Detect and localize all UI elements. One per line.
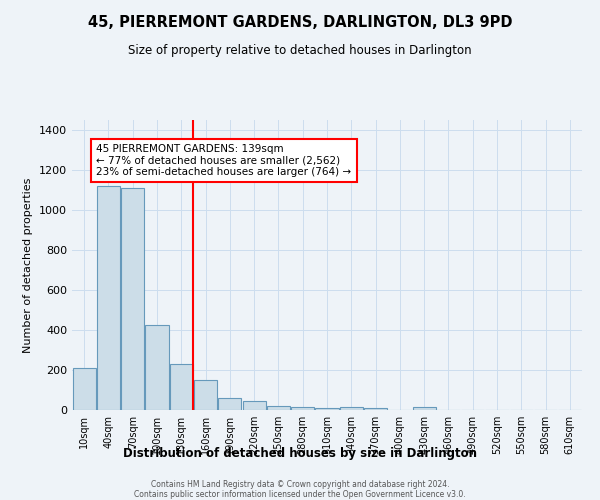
Text: 45 PIERREMONT GARDENS: 139sqm
← 77% of detached houses are smaller (2,562)
23% o: 45 PIERREMONT GARDENS: 139sqm ← 77% of d… bbox=[96, 144, 352, 177]
Bar bbox=[218, 398, 241, 410]
Bar bbox=[364, 408, 387, 410]
Bar bbox=[340, 407, 363, 410]
Bar bbox=[413, 408, 436, 410]
Text: 45, PIERREMONT GARDENS, DARLINGTON, DL3 9PD: 45, PIERREMONT GARDENS, DARLINGTON, DL3 … bbox=[88, 15, 512, 30]
Bar bbox=[145, 325, 169, 410]
Text: Distribution of detached houses by size in Darlington: Distribution of detached houses by size … bbox=[123, 448, 477, 460]
Bar bbox=[97, 186, 120, 410]
Bar bbox=[121, 188, 144, 410]
Text: Contains HM Land Registry data © Crown copyright and database right 2024.
Contai: Contains HM Land Registry data © Crown c… bbox=[134, 480, 466, 500]
Bar bbox=[73, 368, 95, 410]
Bar bbox=[194, 380, 217, 410]
Bar bbox=[170, 364, 193, 410]
Bar bbox=[267, 406, 290, 410]
Y-axis label: Number of detached properties: Number of detached properties bbox=[23, 178, 34, 352]
Bar bbox=[316, 408, 338, 410]
Bar bbox=[291, 407, 314, 410]
Bar bbox=[242, 402, 266, 410]
Text: Size of property relative to detached houses in Darlington: Size of property relative to detached ho… bbox=[128, 44, 472, 57]
